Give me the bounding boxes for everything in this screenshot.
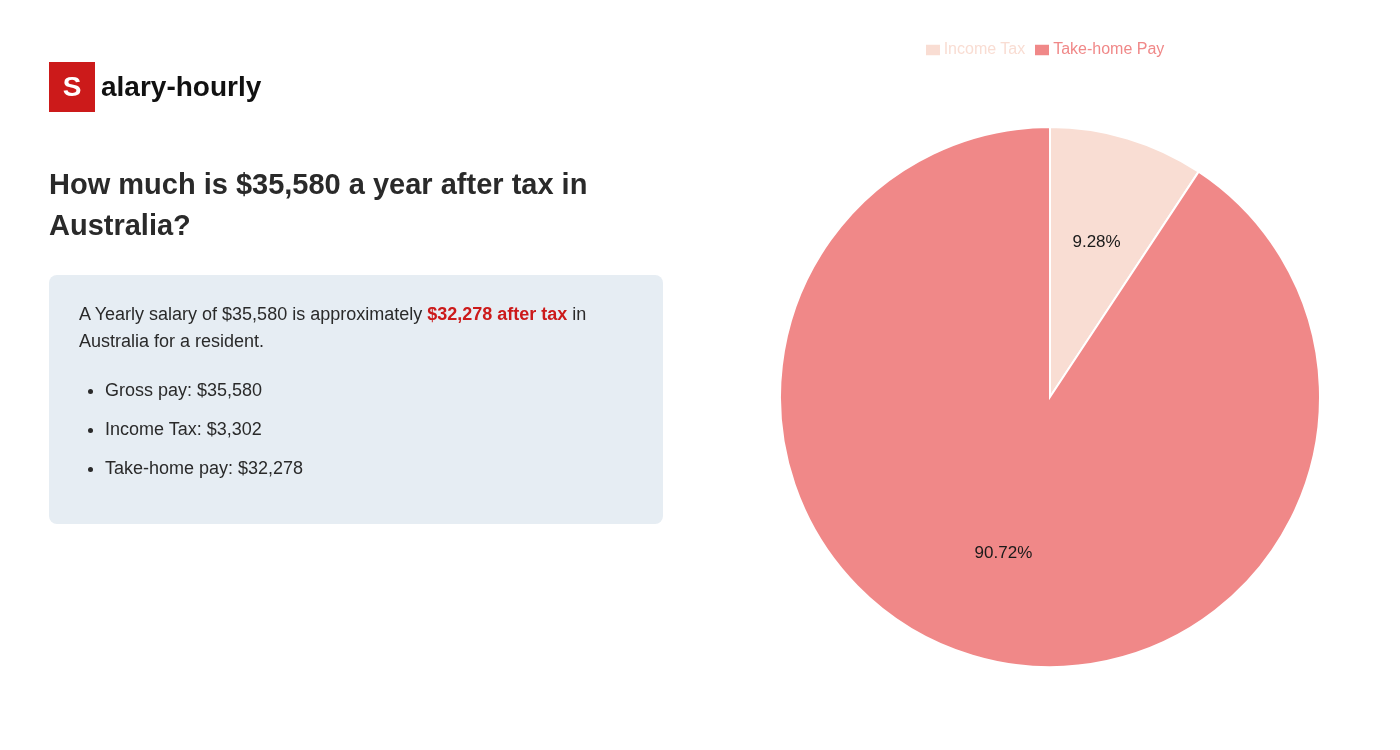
html-text:How much is $35,580 a year aft: How much is $35,580 a year after tax in … — [49, 168, 588, 241]
html-text:Income Tax: $3,302: Income Tax: $3,302 — [105, 419, 262, 440]
html-text:Gross pay: $35,580: Gross pay: $35,580 — [105, 380, 263, 401]
html-text:alary-hourly: alary-hourly — [101, 71, 262, 102]
html-text:S: S — [62, 71, 82, 102]
html-text:A Yearly salary of $35,580 is: A Yearly salary of $35,580 is approximat… — [79, 304, 587, 325]
html-text:Australia for a resident.: Australia for a resident. — [79, 331, 265, 352]
html-text:Take-home pay: $32,278: Take-home pay: $32,278 — [105, 458, 304, 479]
svg-text:9.28%: 9.28% — [1072, 232, 1120, 251]
html-text:Take-home Pay: Take-home Pay — [1053, 40, 1165, 57]
svg-text:90.72%: 90.72% — [975, 543, 1033, 562]
html-text:Income Tax: Income Tax — [943, 40, 1026, 57]
